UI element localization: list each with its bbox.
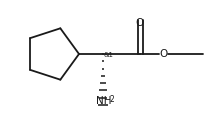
Text: &1: &1 [104,52,114,58]
Text: O: O [159,49,167,59]
Text: NH: NH [96,96,112,106]
Text: O: O [136,18,144,28]
Text: 2: 2 [109,95,114,104]
